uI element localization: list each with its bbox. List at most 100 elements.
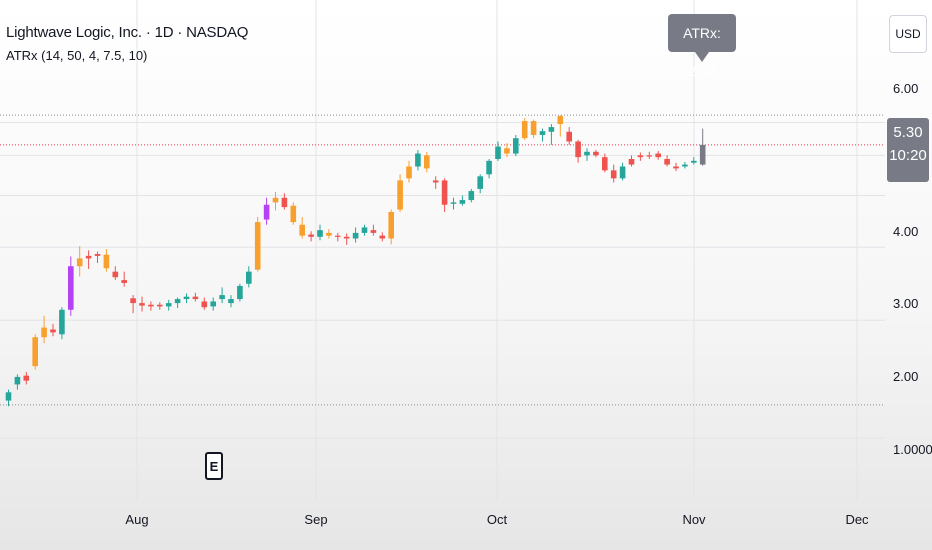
- y-tick-label: 6.00: [893, 81, 919, 96]
- candle-body: [682, 164, 688, 167]
- atrx-tooltip-label: ATRx: 2.33: [668, 14, 736, 79]
- atrx-tooltip: ATRx: 2.33: [668, 14, 736, 79]
- candle-body: [352, 232, 359, 239]
- candle-body: [486, 160, 492, 175]
- indicator-legend[interactable]: ATRx (14, 50, 4, 7.5, 10): [6, 48, 148, 63]
- y-tick-label: 4.00: [893, 224, 919, 239]
- candle-body: [379, 235, 386, 239]
- candle-body: [468, 191, 475, 201]
- candle-body: [174, 299, 181, 304]
- candle-body: [254, 222, 261, 270]
- candle-body: [32, 337, 38, 367]
- candle-body: [513, 138, 519, 154]
- candle-body: [450, 202, 457, 204]
- tooltip-arrow-icon: [695, 52, 709, 62]
- candle-body: [94, 254, 101, 256]
- candle-body: [477, 176, 483, 189]
- candle-body: [85, 255, 92, 259]
- candle-body: [415, 153, 421, 167]
- y-tick-label: 3.00: [893, 296, 919, 311]
- candle-body: [432, 180, 439, 183]
- candle-body: [165, 303, 172, 307]
- candle-body: [50, 329, 56, 333]
- candle-body: [539, 131, 546, 135]
- candle-body: [183, 296, 190, 300]
- candle-body: [388, 211, 394, 239]
- candle-body: [41, 327, 47, 338]
- candle-body: [308, 234, 314, 237]
- candle-body: [548, 127, 555, 132]
- candle-body: [23, 375, 30, 381]
- candle-body: [299, 224, 305, 236]
- y-tick-label: 1.0000: [893, 442, 932, 457]
- candle-body: [691, 160, 697, 163]
- candle-body: [335, 235, 341, 237]
- candle-body: [139, 303, 145, 306]
- candle-body: [263, 204, 270, 220]
- candle-body: [201, 301, 208, 308]
- candle-body: [575, 141, 581, 158]
- candle-body: [495, 146, 501, 159]
- candle-body: [68, 266, 74, 310]
- candle-body: [103, 254, 110, 269]
- candle-body: [504, 148, 510, 154]
- candle-body: [112, 271, 119, 278]
- candle-body: [192, 296, 199, 300]
- x-tick-label: Aug: [125, 512, 149, 527]
- candle-body: [406, 166, 412, 179]
- candle-body: [699, 144, 706, 165]
- candle-body: [157, 304, 163, 307]
- x-tick-label: Oct: [486, 512, 508, 527]
- candle-body: [361, 227, 368, 233]
- symbol-title[interactable]: Lightwave Logic, Inc. · 1D · NASDAQ: [6, 24, 249, 41]
- candle-body: [148, 304, 154, 307]
- bar-countdown: 10:20: [889, 147, 927, 164]
- candle-body: [566, 131, 572, 142]
- candle-body: [219, 295, 225, 300]
- candle-body: [397, 180, 403, 210]
- candle-body: [637, 155, 644, 158]
- candle-body: [530, 121, 537, 135]
- last-price-value: 5.30: [893, 124, 923, 141]
- candle-body: [130, 298, 136, 304]
- candle-body: [228, 299, 234, 304]
- candle-body: [121, 280, 127, 283]
- candle-body: [290, 205, 297, 223]
- candle-body: [664, 158, 670, 165]
- chart-plot-area[interactable]: [0, 0, 885, 500]
- candle-body: [59, 309, 65, 335]
- candlestick-chart: [0, 0, 885, 500]
- candle-body: [557, 116, 564, 125]
- candle-body: [424, 155, 430, 169]
- candle-body: [521, 121, 528, 139]
- y-tick-label: 2.00: [893, 369, 919, 384]
- candle-body: [317, 230, 323, 237]
- candle-body: [210, 301, 216, 307]
- price-axis[interactable]: [885, 0, 932, 500]
- candle-body: [281, 197, 288, 208]
- earnings-marker[interactable]: E: [205, 452, 223, 480]
- candle-body: [246, 271, 252, 284]
- candle-body: [584, 151, 590, 156]
- candle-body: [593, 151, 599, 156]
- candle-body: [628, 158, 635, 165]
- currency-button[interactable]: USD: [889, 15, 927, 53]
- candle-body: [655, 153, 661, 158]
- candle-body: [459, 200, 466, 204]
- candle-body: [326, 232, 332, 236]
- candle-body: [343, 236, 350, 239]
- x-tick-label: Sep: [304, 512, 328, 527]
- candle-body: [14, 376, 21, 385]
- candle-body: [673, 166, 679, 169]
- last-price-badge: 5.30 10:20: [887, 118, 929, 182]
- candle-body: [646, 155, 653, 157]
- candle-body: [619, 166, 626, 179]
- candle-body: [602, 157, 608, 171]
- candle-body: [76, 258, 83, 267]
- candle-body: [610, 170, 617, 179]
- candle-body: [441, 180, 448, 205]
- candle-body: [5, 392, 12, 401]
- x-tick-label: Dec: [845, 512, 869, 527]
- candle-body: [272, 197, 279, 203]
- x-tick-label: Nov: [682, 512, 706, 527]
